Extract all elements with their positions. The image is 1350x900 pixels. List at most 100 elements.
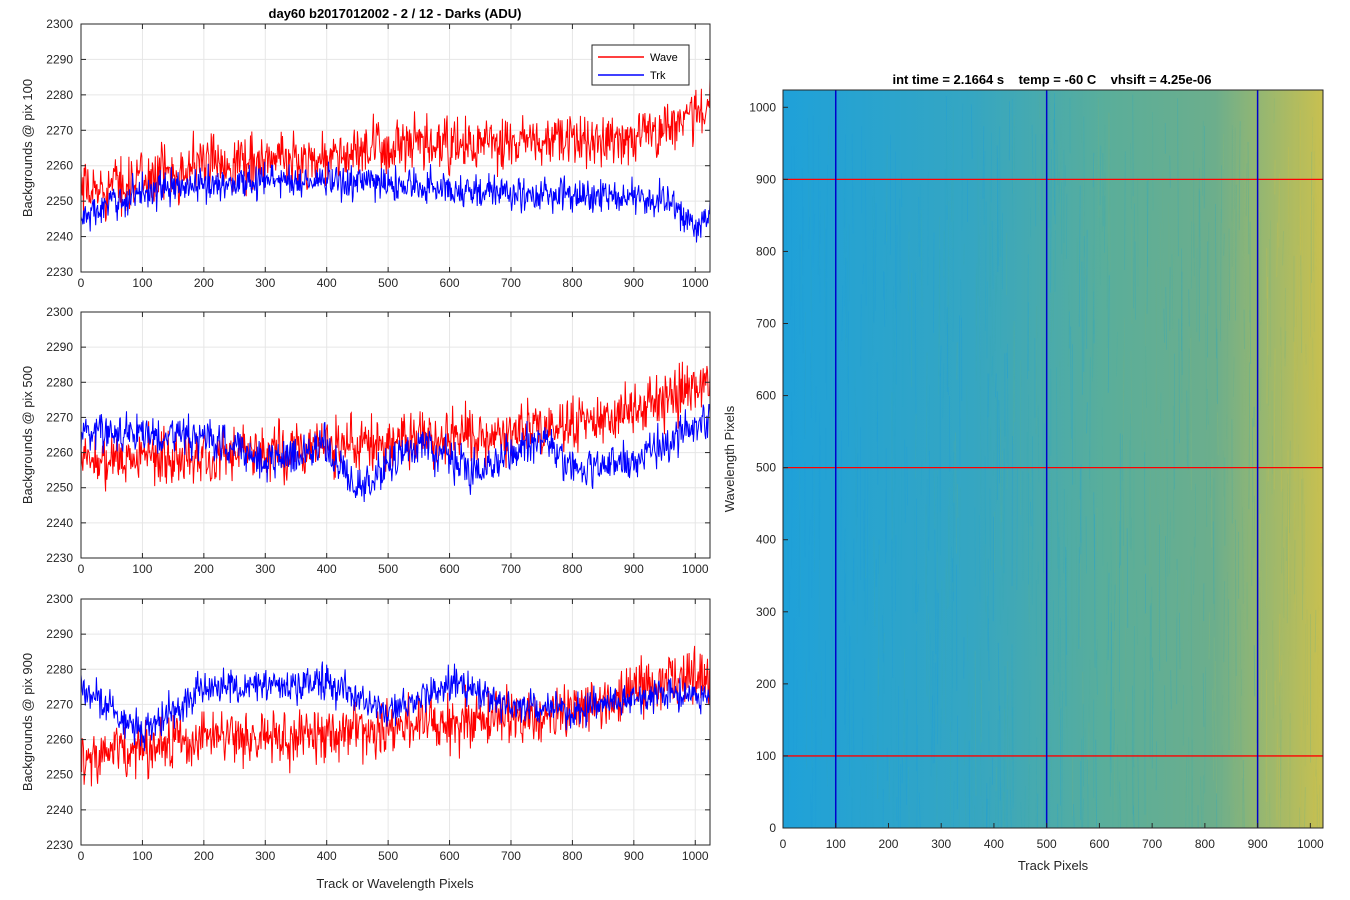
- heatmap-tick-label-y: 900: [756, 172, 776, 186]
- heatmap-streak: [995, 791, 997, 829]
- heatmap-streak: [995, 396, 997, 505]
- heatmap-streak: [931, 695, 933, 758]
- heatmap-streak: [888, 757, 891, 803]
- heatmap-streak: [866, 467, 869, 621]
- heatmap-streak: [1206, 388, 1209, 425]
- heatmap-streak: [1169, 512, 1171, 574]
- heatmap-streak: [1182, 576, 1185, 679]
- heatmap-streak: [1124, 151, 1126, 270]
- heatmap-streak: [939, 345, 942, 377]
- heatmap-streak: [1035, 737, 1038, 829]
- xlabel-lineplots: Track or Wavelength Pixels: [316, 876, 474, 891]
- heatmap-streak: [1066, 494, 1069, 644]
- heatmap-streak: [1136, 590, 1138, 646]
- heatmap-streak: [1120, 449, 1123, 549]
- heatmap-streak: [933, 232, 935, 333]
- heatmap-streak: [1003, 420, 1006, 442]
- tick-label-y: 2290: [46, 340, 73, 354]
- heatmap-streak: [1010, 789, 1012, 829]
- heatmap-streak: [1220, 209, 1222, 342]
- heatmap-tick-label-x: 400: [984, 837, 1004, 851]
- heatmap-streak: [1181, 271, 1183, 351]
- heatmap-streak: [1089, 357, 1091, 480]
- trk-line-pix-100: [81, 161, 710, 243]
- heatmap-streak: [1117, 744, 1119, 829]
- heatmap-streak: [885, 480, 887, 516]
- heatmap-streak: [1141, 382, 1144, 448]
- ticks-pix-900: 0 100 200 300 400 500 600 700 800 900 1000 2230 2240…: [46, 592, 710, 863]
- heatmap-streak: [1281, 602, 1283, 737]
- heatmap-streak: [1097, 97, 1100, 218]
- ylabel-pix-900: Backgrounds @ pix 900: [20, 653, 35, 791]
- heatmap-tick-label-x: 500: [1037, 837, 1057, 851]
- tick-label-x: 700: [501, 276, 521, 290]
- legend: Wave Trk: [591, 44, 690, 86]
- trk-line-pix-500: [81, 403, 710, 503]
- heatmap-streak: [1247, 141, 1250, 255]
- heatmap-streak: [810, 793, 812, 829]
- tick-label-x: 600: [440, 562, 460, 576]
- heatmap-streak: [1143, 451, 1146, 566]
- heatmap-streak: [1012, 320, 1015, 445]
- heatmap-streak: [865, 763, 867, 829]
- heatmap-streak: [1289, 713, 1291, 829]
- heatmap-streak: [904, 688, 907, 791]
- heatmap-streak: [1084, 728, 1087, 772]
- heatmap-streak: [1028, 764, 1030, 829]
- heatmap-streak: [813, 214, 816, 240]
- tick-label-x: 600: [440, 849, 460, 863]
- heatmap-streak: [1231, 125, 1233, 222]
- heatmap-streak: [1248, 362, 1251, 510]
- heatmap-streak: [1132, 805, 1135, 829]
- heatmap-streak: [883, 272, 886, 327]
- heatmap-streak: [1099, 145, 1102, 206]
- heatmap-streak: [1221, 745, 1223, 829]
- heatmap-streak: [876, 737, 878, 762]
- heatmap-streak: [1228, 228, 1231, 321]
- heatmap-streak: [1149, 468, 1152, 575]
- heatmap-streak: [994, 275, 997, 351]
- heatmap-streak: [1315, 756, 1317, 777]
- heatmap-streak: [1179, 612, 1181, 670]
- tick-label-x: 0: [78, 562, 85, 576]
- heatmap-streak: [1234, 519, 1237, 676]
- heatmap-streak: [982, 802, 984, 829]
- heatmap-streak: [1104, 172, 1106, 227]
- heatmap-streak: [826, 164, 828, 278]
- wave-line-pix-100: [81, 78, 710, 222]
- tick-label-x: 100: [132, 562, 152, 576]
- heatmap-streak: [886, 145, 888, 242]
- heatmap-streak: [1107, 572, 1110, 661]
- heatmap-streak: [790, 392, 793, 436]
- heatmap-streak: [805, 744, 808, 770]
- heatmap-streak: [1280, 402, 1282, 437]
- heatmap-streak: [1267, 355, 1270, 468]
- heatmap-streak: [1095, 796, 1098, 829]
- tick-label-x: 700: [501, 562, 521, 576]
- heatmap-streak: [913, 505, 916, 600]
- tick-label-y: 2250: [46, 768, 73, 782]
- heatmap-streak: [1008, 728, 1011, 794]
- heatmap-streak: [989, 488, 992, 571]
- heatmap-streak: [1058, 637, 1061, 746]
- heatmap-streak: [945, 95, 948, 220]
- legend-wave-label: Wave: [650, 52, 678, 64]
- heatmap-streak: [1186, 390, 1188, 467]
- tick-label-x: 500: [378, 849, 398, 863]
- heatmap-streak: [1281, 737, 1283, 797]
- heatmap-tick-label-x: 600: [1089, 837, 1109, 851]
- heatmap-streak: [1040, 278, 1043, 417]
- tick-label-x: 600: [440, 276, 460, 290]
- heatmap-streak: [1053, 119, 1055, 216]
- heatmap-streak: [1011, 144, 1014, 232]
- heatmap-streak: [1078, 185, 1081, 327]
- heatmap-streak: [817, 134, 820, 275]
- tick-label-x: 200: [194, 276, 214, 290]
- heatmap-streak: [1054, 103, 1056, 225]
- heatmap-streak: [1050, 149, 1052, 293]
- heatmap-streak: [925, 352, 928, 464]
- tick-label-y: 2250: [46, 481, 73, 495]
- heatmap-streak: [1031, 124, 1034, 175]
- heatmap-tick-label-y: 1000: [749, 100, 776, 114]
- heatmap-streak: [1122, 434, 1124, 546]
